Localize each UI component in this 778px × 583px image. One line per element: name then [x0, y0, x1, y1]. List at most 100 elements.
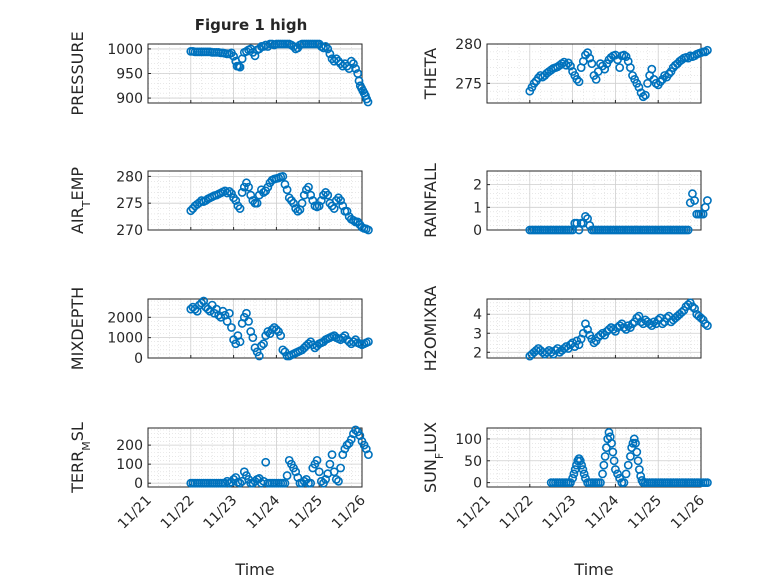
data-point [293, 206, 303, 216]
data-point [647, 64, 657, 74]
x-axis-label: Time [234, 560, 274, 579]
data-point [325, 49, 335, 59]
data-point [628, 438, 638, 448]
data-point [703, 196, 712, 205]
data-point [342, 440, 352, 450]
data-point [591, 75, 601, 84]
data-point [596, 330, 605, 340]
y-axis-label: H2OMIXRA [421, 286, 440, 372]
data-point [566, 61, 575, 71]
data-point [623, 321, 633, 331]
data-point [600, 452, 610, 461]
data-point [242, 308, 251, 318]
data-point [334, 476, 343, 486]
data-point [561, 342, 571, 351]
data-point [354, 76, 364, 86]
data-point [625, 63, 635, 72]
data-point [664, 69, 674, 79]
data-point [598, 469, 607, 479]
data-point [583, 48, 592, 58]
data-point [683, 300, 693, 310]
subplot-theta: 275 280 THETA [421, 37, 712, 104]
axes-box [486, 43, 702, 104]
data-point [643, 78, 652, 88]
data-point [259, 339, 268, 349]
y-axis-label: MIXDEPTH [68, 287, 87, 370]
plot-area [487, 428, 701, 487]
data-point [252, 198, 262, 208]
data-point [572, 75, 582, 84]
data-point [581, 211, 590, 221]
data-point [329, 204, 339, 213]
data-point [349, 215, 358, 225]
data-point [587, 59, 597, 69]
y-axis-label: THETA [421, 48, 440, 100]
data-point [351, 64, 360, 73]
y-axis-label: PRESSURE [68, 31, 87, 115]
data-point [248, 333, 258, 343]
y-tick-label: 0 [134, 351, 143, 367]
data-point [619, 478, 629, 488]
data-point [263, 182, 273, 192]
data-point [632, 447, 642, 457]
data-point [688, 302, 697, 312]
data-point [227, 323, 236, 332]
data-point [331, 54, 341, 64]
data-point [227, 189, 236, 198]
data-point [546, 347, 556, 357]
data-point [314, 467, 324, 477]
data-point [623, 460, 633, 470]
data-point [559, 344, 569, 353]
data-point [338, 333, 348, 343]
data-point [306, 190, 316, 200]
data-point [316, 196, 326, 205]
data-point [364, 225, 373, 235]
data-point [254, 44, 264, 54]
data-point [703, 478, 712, 488]
figure-title: Figure 1 high [195, 16, 308, 34]
data-point [615, 63, 625, 72]
data-point [602, 443, 611, 453]
data-point [280, 180, 290, 189]
data-point [244, 316, 253, 326]
data-point [600, 64, 610, 74]
data-point [237, 188, 247, 197]
data-point [261, 457, 271, 467]
data-point [579, 469, 589, 479]
data-point [561, 60, 571, 70]
data-point [304, 182, 313, 192]
y-tick-label: 950 [116, 67, 143, 83]
data-point [651, 78, 661, 88]
data-point [629, 434, 639, 444]
data-point [229, 51, 238, 61]
y-tick-label: 275 [116, 196, 143, 212]
data-point [316, 476, 326, 486]
data-point [244, 182, 253, 192]
data-point [186, 206, 196, 216]
data-point [325, 459, 335, 469]
data-point [331, 474, 341, 484]
axes-box [486, 298, 702, 359]
data-point [231, 473, 241, 482]
data-point [611, 465, 620, 474]
data-point [633, 456, 643, 466]
x-axis-label: Time [573, 560, 613, 579]
data-point [568, 473, 577, 483]
data-point [329, 467, 339, 477]
data-point [235, 204, 245, 213]
y-tick-label: 280 [455, 37, 482, 53]
y-tick-label: 100 [116, 457, 143, 473]
data-point [638, 92, 648, 102]
data-point [363, 97, 373, 107]
subplot-rainfall: 0 1 2 RAINFALL [421, 163, 712, 239]
y-tick-label: 2 [473, 345, 482, 361]
data-point [231, 196, 241, 205]
data-point [271, 325, 281, 334]
data-point [263, 327, 273, 336]
data-point [589, 338, 599, 348]
axes-box [147, 298, 363, 359]
data-point [308, 196, 318, 205]
data-point [529, 78, 539, 88]
y-tick-label: 1000 [107, 331, 143, 347]
